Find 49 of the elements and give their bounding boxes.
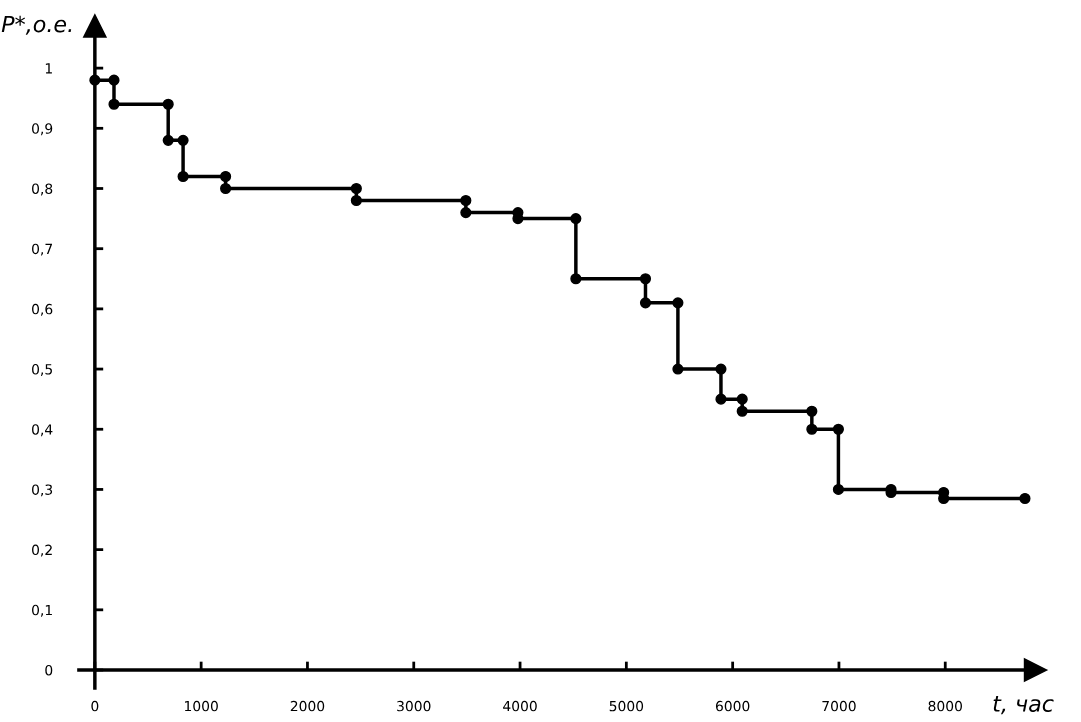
y-axis-title: P*,о.е. xyxy=(1,15,72,35)
x-tick-label: 3000 xyxy=(397,700,431,712)
point xyxy=(715,393,727,405)
point xyxy=(570,213,582,225)
y-tick-label: 0,8 xyxy=(32,183,53,196)
point xyxy=(220,170,232,183)
point xyxy=(460,194,472,207)
point xyxy=(832,483,844,496)
x-tick-label: 1000 xyxy=(185,700,218,712)
y-tick-label: 0,4 xyxy=(32,424,53,437)
point xyxy=(460,207,472,219)
point xyxy=(1019,492,1031,505)
point xyxy=(162,134,174,146)
point xyxy=(350,182,362,195)
x-tick-label: 5000 xyxy=(609,700,644,712)
y-tick-label: 0,7 xyxy=(32,243,52,256)
point xyxy=(672,297,684,309)
point xyxy=(220,182,232,195)
x-tick-label: 6000 xyxy=(715,700,750,712)
point xyxy=(108,74,120,86)
point xyxy=(806,405,818,417)
point xyxy=(639,297,652,309)
y-tick-label: 1 xyxy=(45,63,52,74)
point xyxy=(570,273,582,285)
point xyxy=(108,98,120,110)
y-tick-label: 0,2 xyxy=(32,544,52,557)
x-axis-title: t, час xyxy=(993,696,1054,715)
point xyxy=(736,393,748,405)
y-tick-label: 0,1 xyxy=(32,604,52,617)
point xyxy=(832,423,844,435)
y-tick-label: 0,3 xyxy=(32,484,53,497)
x-tick-label: 8000 xyxy=(928,700,962,712)
x-tick-label: 2000 xyxy=(290,700,325,712)
point xyxy=(806,423,818,435)
y-tick-label: 0,5 xyxy=(32,364,52,376)
point xyxy=(162,98,174,110)
x-tick-label: 7000 xyxy=(822,700,856,712)
point xyxy=(350,194,362,207)
point xyxy=(672,363,684,375)
y-tick-label: 0,9 xyxy=(32,123,53,136)
point xyxy=(715,363,727,375)
y-tick-label: 0,6 xyxy=(32,303,53,316)
y-tick-label: 0 xyxy=(45,664,53,676)
x-tick-label: 0 xyxy=(91,700,99,712)
point xyxy=(177,134,189,146)
point xyxy=(736,405,748,417)
x-tick-label: 4000 xyxy=(503,700,537,712)
point xyxy=(639,273,652,285)
point xyxy=(177,170,189,183)
